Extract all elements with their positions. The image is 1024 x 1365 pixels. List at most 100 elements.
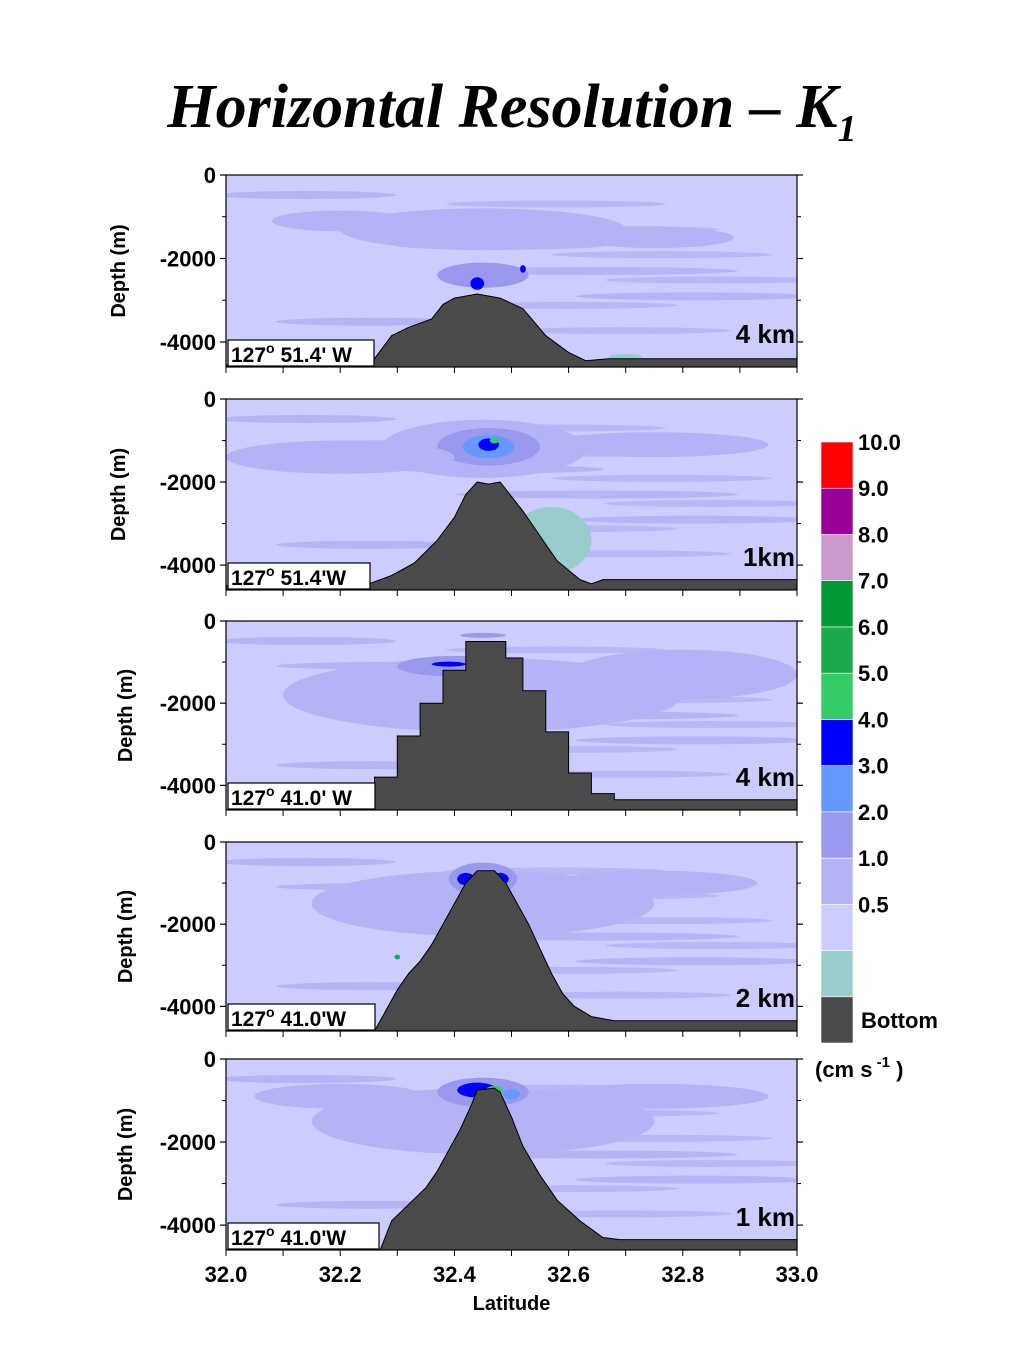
field-contour	[568, 649, 797, 700]
colorbar-units: (cm s -1 )	[815, 1054, 903, 1082]
field-band	[226, 191, 396, 199]
field-band	[226, 1075, 396, 1083]
seamount-bathymetry	[226, 870, 797, 1031]
x-tick-label: 32.6	[547, 1262, 590, 1287]
field-contour	[540, 432, 769, 458]
colorbar-tick-label: 0.5	[858, 892, 889, 917]
colorbar-units-exponent: -1	[872, 1054, 890, 1071]
location-minutes: 41.0'W	[275, 1008, 347, 1031]
field-band	[576, 957, 797, 966]
field-band	[446, 200, 666, 208]
location-degrees: 127	[231, 787, 266, 810]
field-band	[552, 251, 772, 259]
field-band	[511, 327, 731, 335]
colorbar-tick-label: 1.0	[858, 846, 889, 871]
colorbar-tick-label: 10.0	[858, 430, 901, 455]
field-contour	[460, 632, 506, 638]
seamount-bathymetry	[226, 1087, 797, 1250]
resolution-label: 4 km	[736, 319, 795, 349]
colorbar-tick-label: 3.0	[858, 754, 889, 779]
field-contour	[574, 227, 735, 249]
field-band	[576, 515, 797, 524]
x-axis-title: Latitude	[473, 1293, 551, 1315]
location-label: 127o 41.0' W	[231, 783, 352, 810]
panel-4: 0 -2000 -4000 Depth (m) 127o 41.0'W 2 km	[115, 830, 803, 1037]
y-tick-label: -2000	[160, 912, 216, 937]
colorbar-units-text: (cm s	[815, 1057, 872, 1082]
location-degrees: 127	[231, 567, 266, 590]
y-tick-label: -2000	[160, 246, 216, 271]
colorbar-swatch	[820, 950, 854, 998]
field-band	[605, 500, 797, 507]
y-tick-label: -2000	[160, 691, 216, 716]
field-band	[576, 736, 797, 745]
field-band	[276, 540, 466, 549]
panel-1: 0 -2000 -4000 Depth (m) 127o 51.4' W 4 km	[108, 163, 803, 373]
seamount-bathymetry	[226, 481, 797, 590]
field-band	[576, 292, 797, 301]
location-degree-symbol: o	[266, 340, 275, 356]
resolution-label: 1 km	[736, 1202, 795, 1232]
field-contour	[489, 437, 499, 444]
field-contour	[502, 1089, 521, 1100]
chart-title: Horizontal Resolution – K1	[0, 72, 1024, 151]
colorbar-tick-label: 5.0	[858, 661, 889, 686]
location-degrees: 127	[231, 344, 266, 367]
field-band	[226, 415, 396, 423]
y-tick-label: 0	[204, 163, 216, 188]
colorbar-tick-label: 9.0	[858, 476, 889, 501]
colorbar-swatch	[820, 441, 854, 489]
colorbar-swatch	[820, 857, 854, 905]
field-contour	[608, 354, 643, 360]
field-band	[605, 1160, 797, 1167]
panel-5: 0 -2000 -4000 Depth (m) 127o 41.0'W 1 km	[115, 1047, 803, 1256]
colorbar-swatch	[820, 719, 854, 766]
chart-title-text: Horizontal Resolution – K	[167, 73, 838, 141]
y-tick-label: -4000	[160, 553, 216, 578]
y-tick-label: -4000	[160, 773, 216, 798]
panel-field-contours	[271, 208, 735, 360]
y-tick-label: 0	[204, 609, 216, 634]
resolution-label: 4 km	[736, 762, 795, 792]
location-label: 127o 41.0'W	[231, 1223, 346, 1250]
y-axis-title: Depth (m)	[108, 448, 130, 541]
seamount-bathymetry	[226, 641, 797, 810]
field-contour	[551, 870, 758, 896]
y-axis-title: Depth (m)	[108, 224, 130, 317]
panel-field-contours	[226, 419, 769, 574]
location-minutes: 41.0'W	[275, 1227, 347, 1250]
field-band	[226, 858, 396, 866]
field-contour	[394, 954, 401, 960]
location-degrees: 127	[231, 1008, 266, 1031]
colorbar-swatch	[820, 626, 854, 674]
location-label: 127o 51.4'W	[231, 563, 346, 590]
location-degree-symbol: o	[266, 563, 275, 579]
x-tick-label: 32.8	[661, 1262, 704, 1287]
colorbar-swatch	[820, 996, 854, 1044]
field-contour	[271, 210, 409, 232]
y-axis-title: Depth (m)	[115, 890, 137, 983]
colorbar-tick-label: 8.0	[858, 522, 889, 547]
resolution-label: 1km	[743, 542, 795, 572]
field-band	[456, 490, 738, 499]
colorbar-swatch	[820, 811, 854, 859]
location-degree-symbol: o	[266, 1004, 275, 1020]
location-box	[227, 562, 371, 590]
x-tick-label: 32.4	[433, 1262, 477, 1287]
location-box	[227, 782, 376, 810]
colorbar-swatch	[820, 904, 854, 951]
location-box	[227, 1003, 376, 1031]
colorbar-swatch	[820, 765, 854, 813]
location-degrees: 127	[231, 1227, 266, 1250]
field-contour	[254, 1083, 426, 1109]
field-band	[226, 637, 396, 645]
y-tick-label: 0	[204, 830, 216, 855]
y-tick-label: -4000	[160, 994, 216, 1019]
x-tick-label: 33.0	[776, 1262, 819, 1287]
field-contour	[340, 208, 626, 251]
x-tick-label: 32.0	[205, 1262, 248, 1287]
y-tick-label: -2000	[160, 470, 216, 495]
field-band	[605, 721, 797, 728]
field-contour	[540, 1083, 769, 1109]
colorbar-units-close: )	[890, 1057, 903, 1082]
